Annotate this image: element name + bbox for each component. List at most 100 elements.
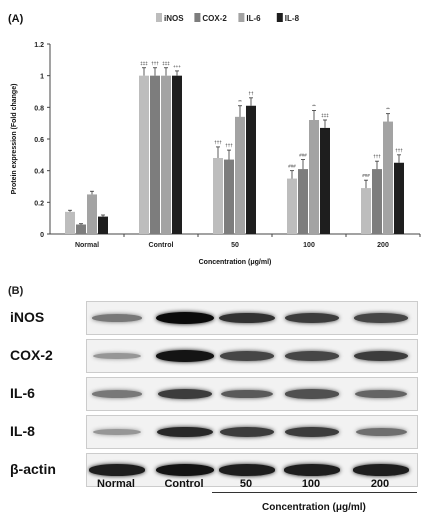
blot-band: [353, 351, 409, 361]
bar-il-8: [172, 75, 182, 235]
blot-lane-label: 50: [239, 478, 253, 490]
bar-inos: [139, 75, 149, 235]
significance-mark: +++: [173, 64, 181, 69]
blot-band: [354, 313, 408, 323]
y-tick-label: 0: [40, 232, 44, 239]
y-tick-label: 1.2: [34, 42, 44, 49]
legend-label: iNOS: [164, 14, 184, 23]
significance-mark: †††: [225, 143, 233, 148]
legend-label: IL-8: [285, 14, 300, 23]
blot-band: [283, 464, 341, 476]
blot-strip: [86, 339, 418, 373]
blot-band: [352, 464, 410, 476]
y-axis-label: Protein expression (Fold change): [11, 84, 18, 195]
blot-row-label: COX-2: [10, 347, 53, 363]
blot-lane-label: Control: [164, 478, 204, 490]
significance-mark: ††: [248, 91, 254, 96]
bar-cox-2: [298, 169, 308, 234]
y-tick-label: 0.4: [34, 169, 44, 176]
blot-band: [220, 389, 274, 399]
bar-cox-2: [150, 75, 160, 235]
bar-il-8: [320, 127, 330, 234]
legend-swatch: [238, 13, 245, 22]
significance-mark: ‡‡‡: [321, 113, 329, 118]
blot-band: [92, 428, 142, 436]
blot-band: [156, 350, 214, 362]
blot-band: [156, 312, 214, 324]
significance-mark: ###: [288, 164, 296, 169]
bar-inos: [287, 178, 297, 234]
bar-cox-2: [224, 159, 234, 234]
blot-band: [92, 352, 142, 360]
blot-band: [156, 464, 214, 476]
blot-row-label: IL-6: [10, 385, 35, 401]
blot-band: [219, 427, 275, 437]
y-tick-label: 0.8: [34, 105, 44, 112]
blot-band: [91, 314, 143, 322]
significance-mark: ‡‡‡: [140, 61, 148, 66]
bar-il-8: [98, 216, 108, 234]
bar-il-6: [161, 75, 171, 235]
bar-chart: (A) 0 0.2 0.4 0.6 0.8 1 1.2 Protein expression (…: [8, 13, 421, 266]
blot-band: [91, 390, 143, 398]
bar-il-6: [309, 120, 319, 234]
bar-inos: [65, 211, 75, 234]
bar-inos: [213, 158, 223, 234]
blot-row-label: IL-8: [10, 423, 35, 439]
significance-mark: **: [312, 104, 316, 109]
legend-swatch: [276, 13, 283, 22]
blot-band: [284, 427, 340, 437]
blot-lane-label: Normal: [97, 478, 135, 490]
blot-band: [88, 464, 146, 476]
blot-strip: [86, 415, 418, 449]
blot-band: [220, 351, 274, 361]
blot-band: [355, 428, 407, 436]
y-tick-label: 1: [40, 74, 44, 81]
blot-band: [218, 464, 276, 476]
bar-il-8: [246, 105, 256, 234]
significance-mark: ###: [362, 173, 370, 178]
bar-inos: [361, 188, 371, 234]
significance-mark: †††: [373, 154, 381, 159]
significance-mark: †††: [395, 148, 403, 153]
panel-b-label: (B): [8, 285, 24, 297]
blot-band: [219, 312, 275, 324]
legend-swatch: [194, 13, 201, 22]
significance-mark: †††: [151, 61, 159, 66]
blot-strip: [86, 301, 418, 335]
bar-cox-2: [76, 224, 86, 234]
y-tick-label: 0.2: [34, 200, 44, 207]
significance-mark: **: [386, 107, 390, 112]
blot-band: [284, 313, 340, 323]
bar-il-6: [383, 121, 393, 234]
x-tick-label: 200: [377, 242, 389, 249]
blot-band: [285, 351, 339, 361]
blot-strip: [86, 453, 418, 487]
legend-label: IL-6: [246, 14, 261, 23]
significance-mark: **: [238, 99, 242, 104]
blot-row-label: iNOS: [10, 309, 45, 325]
blot-band: [355, 389, 407, 399]
concentration-underline: [212, 492, 417, 493]
blot-row-label: β-actin: [10, 461, 56, 477]
legend-swatch: [156, 13, 162, 22]
bar-il-8: [394, 162, 404, 234]
x-tick-label: 50: [231, 242, 239, 249]
panel-a-label: (A): [8, 13, 24, 25]
x-tick-label: Normal: [75, 242, 99, 249]
blot-band: [157, 389, 213, 399]
blot-strip: [86, 377, 418, 411]
blot-lane-label: 200: [370, 478, 390, 490]
blot-concentration-label: Concentration (μg/ml): [262, 502, 366, 513]
significance-mark: ###: [299, 153, 307, 158]
significance-mark: †††: [214, 140, 222, 145]
legend-label: COX-2: [202, 14, 227, 23]
bar-il-6: [235, 116, 245, 234]
significance-mark: ‡‡‡: [162, 61, 170, 66]
y-tick-label: 0.6: [34, 137, 44, 144]
bar-il-6: [87, 194, 97, 234]
blot-lane-label: 100: [301, 478, 321, 490]
bar-cox-2: [372, 169, 382, 234]
x-tick-label: Control: [149, 242, 174, 249]
x-tick-label: 100: [303, 242, 315, 249]
